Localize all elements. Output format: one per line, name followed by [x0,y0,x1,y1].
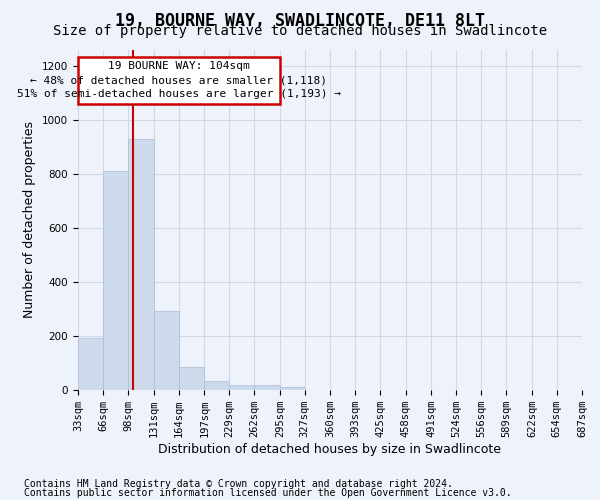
Bar [103,172,128,390]
Y-axis label: Number of detached properties: Number of detached properties [23,122,37,318]
Text: 19 BOURNE WAY: 104sqm: 19 BOURNE WAY: 104sqm [108,61,250,71]
Bar [179,367,205,390]
X-axis label: Distribution of detached houses by size in Swadlincote: Distribution of detached houses by size … [158,443,502,456]
Text: Size of property relative to detached houses in Swadlincote: Size of property relative to detached ho… [53,24,547,38]
Bar [205,380,229,390]
Text: Contains HM Land Registry data © Crown copyright and database right 2024.: Contains HM Land Registry data © Crown c… [24,479,453,489]
FancyBboxPatch shape [78,56,280,104]
Bar [78,338,103,390]
Text: 19, BOURNE WAY, SWADLINCOTE, DE11 8LT: 19, BOURNE WAY, SWADLINCOTE, DE11 8LT [115,12,485,30]
Bar [128,139,154,390]
Text: Contains public sector information licensed under the Open Government Licence v3: Contains public sector information licen… [24,488,512,498]
Bar [254,386,280,390]
Text: 51% of semi-detached houses are larger (1,193) →: 51% of semi-detached houses are larger (… [17,89,341,99]
Bar [154,311,179,390]
Text: ← 48% of detached houses are smaller (1,118): ← 48% of detached houses are smaller (1,… [31,76,328,86]
Bar [229,384,254,390]
Bar [280,387,305,390]
